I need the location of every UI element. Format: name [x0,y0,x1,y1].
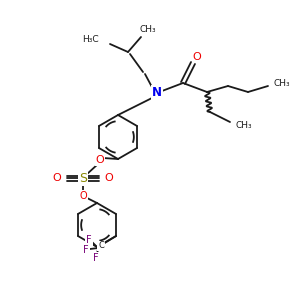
Text: F: F [93,253,99,263]
Text: O: O [52,173,62,183]
Text: F: F [86,235,92,245]
Text: CH₃: CH₃ [274,80,290,88]
Text: O: O [193,52,201,62]
Text: O: O [105,173,113,183]
Text: F: F [83,245,89,255]
Text: S: S [79,172,87,184]
Text: H₃C: H₃C [82,35,99,44]
Text: CH₃: CH₃ [236,121,252,130]
Text: N: N [152,86,162,100]
Text: CH₃: CH₃ [140,26,156,34]
Text: C: C [98,242,104,250]
Text: O: O [79,191,87,201]
Text: O: O [96,155,104,165]
